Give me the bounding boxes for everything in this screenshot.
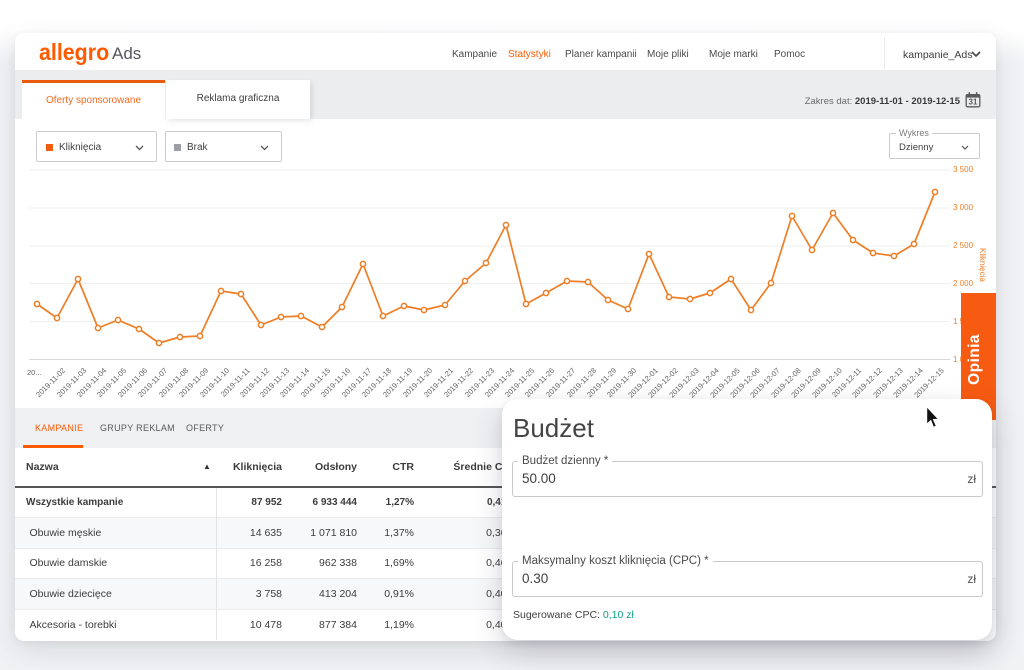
svg-text:31: 31 [969, 98, 978, 107]
